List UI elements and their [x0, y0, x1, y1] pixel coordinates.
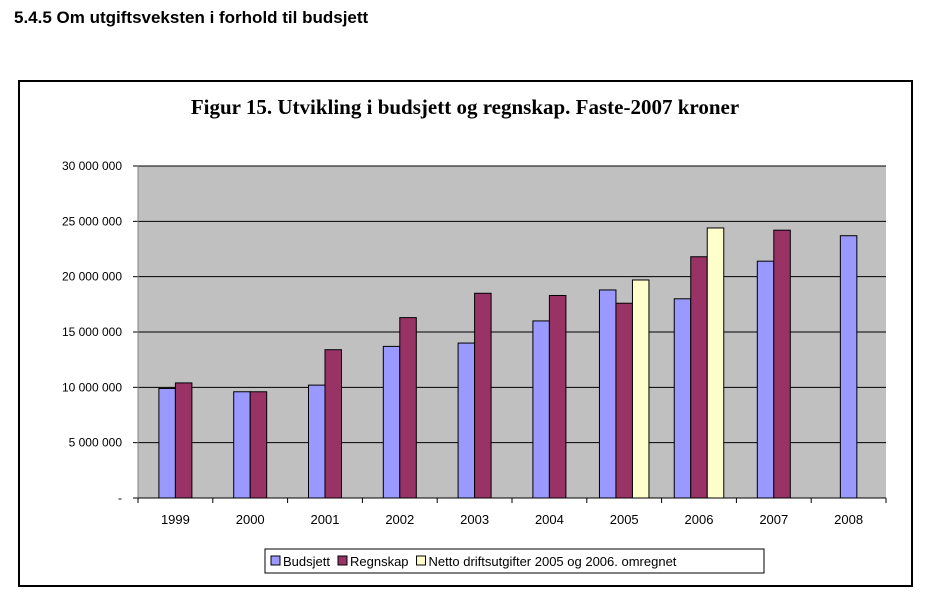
bar-netto-2005 [631, 279, 650, 499]
x-tick-label: 2004 [535, 512, 564, 527]
bar-budsjett-2005 [598, 289, 617, 499]
legend-label: Regnskap [350, 554, 409, 569]
legend-label: Netto driftsutgifter 2005 og 2006. omreg… [429, 554, 677, 569]
bar-regnskap-2001 [324, 349, 342, 499]
legend-swatch [416, 555, 427, 566]
x-tick-label: 2002 [385, 512, 414, 527]
chart-frame: Figur 15. Utvikling i budsjett og regnsk… [18, 80, 913, 587]
bar-regnskap-2005 [615, 302, 633, 499]
bar-regnskap-2002 [399, 317, 417, 499]
bar-regnskap-2000 [249, 391, 268, 499]
y-tick-label: 20 000 000 [62, 270, 122, 284]
chart-title: Figur 15. Utvikling i budsjett og regnsk… [191, 95, 739, 119]
bar-budsjett-2006 [673, 298, 692, 499]
x-tick-label: 2006 [685, 512, 714, 527]
legend-box [264, 548, 765, 574]
bar-budsjett-2007 [756, 260, 775, 499]
y-tick-label: 5 000 000 [69, 436, 123, 450]
bar-budsjett-2004 [532, 320, 550, 499]
bar-regnskap-1999 [174, 382, 193, 499]
bar-budsjett-2008 [839, 235, 858, 499]
legend-swatch [270, 555, 281, 566]
y-tick-label: - [118, 491, 122, 505]
bar-regnskap-2007 [773, 229, 791, 499]
section-heading: 5.4.5 Om utgiftsveksten i forhold til bu… [14, 8, 369, 27]
x-tick-label: 2001 [311, 512, 340, 527]
bar-budsjett-2002 [382, 345, 401, 499]
bar-netto-2006 [706, 227, 725, 499]
y-tick-label: 25 000 000 [62, 214, 122, 228]
y-tick-label: 30 000 000 [62, 159, 122, 173]
bar-budsjett-2000 [233, 391, 251, 499]
bar-budsjett-2001 [308, 384, 326, 499]
bar-chart: Figur 15. Utvikling i budsjett og regnsk… [62, 95, 887, 574]
x-tick-label: 2008 [834, 512, 863, 527]
y-tick-label: 10 000 000 [62, 380, 122, 394]
bar-regnskap-2003 [474, 292, 492, 499]
bar-budsjett-2003 [457, 342, 476, 499]
legend-swatch [337, 555, 348, 566]
x-tick-label: 2003 [460, 512, 489, 527]
x-tick-label: 1999 [161, 512, 190, 527]
y-tick-label: 15 000 000 [62, 325, 122, 339]
x-tick-label: 2005 [610, 512, 639, 527]
x-tick-label: 2007 [759, 512, 788, 527]
bar-regnskap-2004 [548, 294, 567, 499]
legend-label: Budsjett [283, 554, 330, 569]
x-tick-label: 2000 [236, 512, 265, 527]
bar-budsjett-1999 [158, 387, 176, 499]
bar-regnskap-2006 [690, 256, 708, 499]
